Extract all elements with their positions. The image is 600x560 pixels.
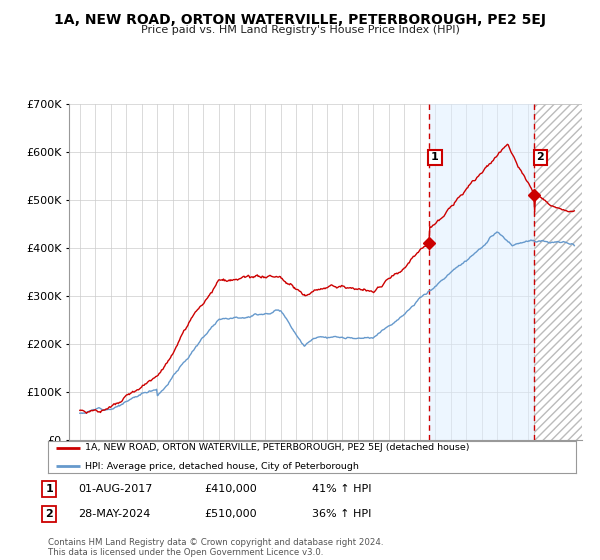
Text: £410,000: £410,000 (204, 484, 257, 494)
Text: Contains HM Land Registry data © Crown copyright and database right 2024.
This d: Contains HM Land Registry data © Crown c… (48, 538, 383, 557)
Text: 41% ↑ HPI: 41% ↑ HPI (312, 484, 371, 494)
Text: 1A, NEW ROAD, ORTON WATERVILLE, PETERBOROUGH, PE2 5EJ: 1A, NEW ROAD, ORTON WATERVILLE, PETERBOR… (54, 13, 546, 27)
Text: £510,000: £510,000 (204, 509, 257, 519)
Text: 36% ↑ HPI: 36% ↑ HPI (312, 509, 371, 519)
Text: 2: 2 (46, 509, 53, 519)
Text: HPI: Average price, detached house, City of Peterborough: HPI: Average price, detached house, City… (85, 461, 359, 470)
Text: 1: 1 (431, 152, 439, 162)
Text: 2: 2 (536, 152, 544, 162)
Text: 1A, NEW ROAD, ORTON WATERVILLE, PETERBOROUGH, PE2 5EJ (detached house): 1A, NEW ROAD, ORTON WATERVILLE, PETERBOR… (85, 444, 469, 452)
Bar (534, 104, 582, 440)
Text: 1: 1 (46, 484, 53, 494)
Bar (429, 104, 534, 440)
Text: Price paid vs. HM Land Registry's House Price Index (HPI): Price paid vs. HM Land Registry's House … (140, 25, 460, 35)
Text: 01-AUG-2017: 01-AUG-2017 (78, 484, 152, 494)
Text: 28-MAY-2024: 28-MAY-2024 (78, 509, 151, 519)
